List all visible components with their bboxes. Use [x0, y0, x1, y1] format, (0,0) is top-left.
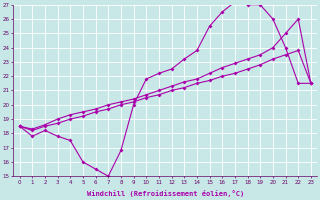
X-axis label: Windchill (Refroidissement éolien,°C): Windchill (Refroidissement éolien,°C) — [87, 190, 244, 197]
